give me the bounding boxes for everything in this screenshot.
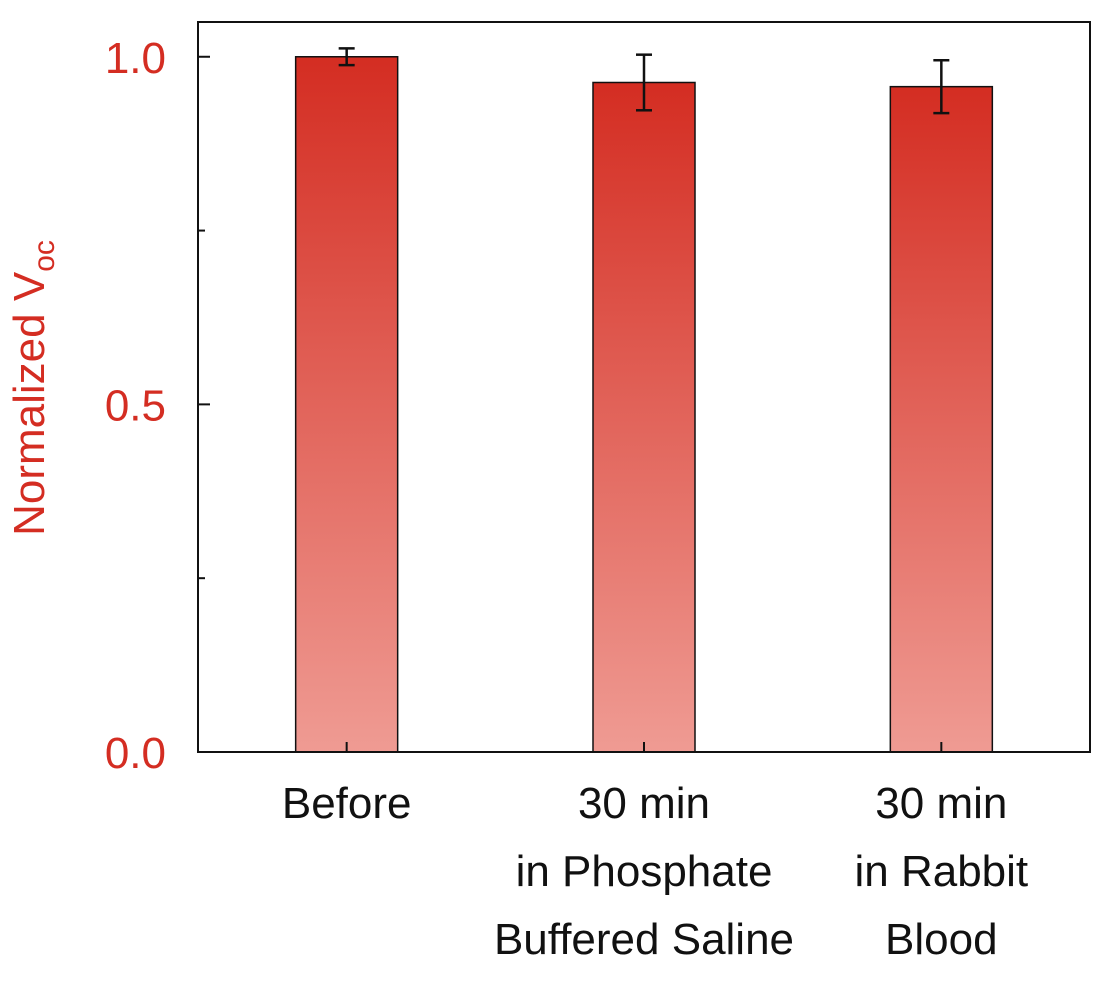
x-tick-label-line: Before xyxy=(282,779,412,828)
x-tick-label-line: Buffered Saline xyxy=(494,915,794,964)
x-tick-label-line: in Rabbit xyxy=(854,847,1028,896)
error-bar-3 xyxy=(933,58,950,115)
bar-3 xyxy=(889,85,994,753)
bars xyxy=(294,56,994,753)
bar-1 xyxy=(294,56,399,753)
error-bar-1 xyxy=(338,47,355,67)
y-tick-label: 0.5 xyxy=(105,381,166,430)
y-axis-title-subscript: oc xyxy=(28,240,61,272)
x-tick-label-line: in Phosphate xyxy=(516,847,773,896)
y-axis-title-main: Normalized V xyxy=(5,271,54,536)
error-bar-2 xyxy=(636,53,652,112)
x-tick-label-line: 30 min xyxy=(875,779,1007,828)
x-tick-label-line: 30 min xyxy=(578,779,710,828)
y-tick-label: 0.0 xyxy=(105,729,166,778)
x-tick-label-2: 30 min in Phosphate Buffered Saline xyxy=(494,779,794,964)
bar-2 xyxy=(592,81,696,753)
x-tick-label-line: Blood xyxy=(885,915,998,964)
x-axis: Before 30 min in Phosphate Buffered Saline3… xyxy=(282,742,1028,964)
x-tick-label-3: 30 min in Rabbit Blood xyxy=(854,779,1028,964)
y-tick-label: 1.0 xyxy=(105,34,166,83)
x-tick-label-1: Before xyxy=(282,779,412,828)
y-axis: 0.0 0.5 1.0 xyxy=(105,34,210,778)
error-bars xyxy=(338,47,950,115)
y-axis-title: Normalized Voc xyxy=(5,240,61,536)
